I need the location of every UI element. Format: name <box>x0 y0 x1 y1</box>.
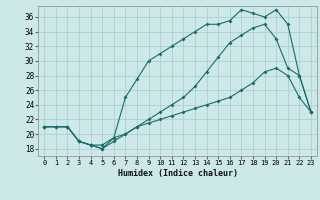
X-axis label: Humidex (Indice chaleur): Humidex (Indice chaleur) <box>118 169 238 178</box>
